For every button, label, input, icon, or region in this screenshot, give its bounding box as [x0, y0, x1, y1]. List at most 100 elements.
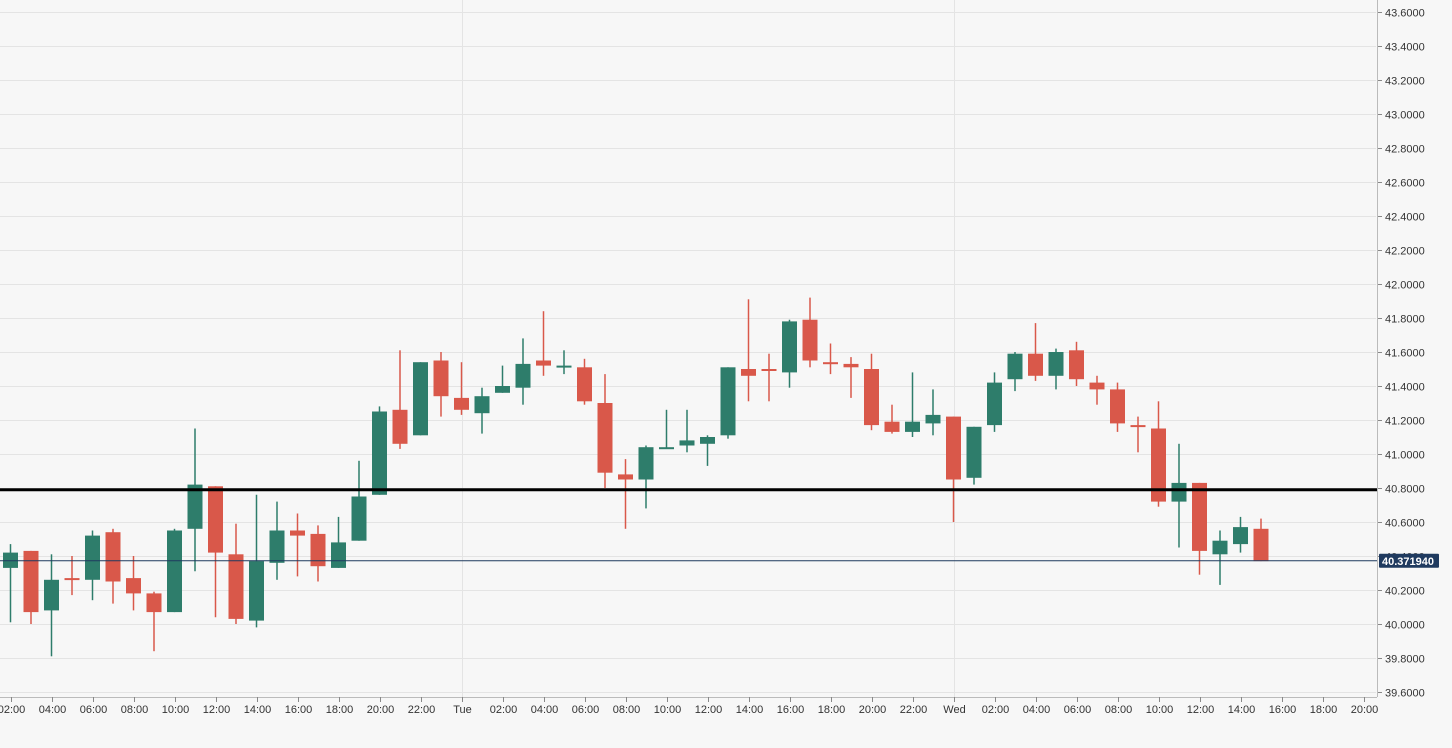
candle-down[interactable]: [1110, 382, 1125, 432]
candle-body: [228, 554, 244, 619]
candle-up[interactable]: [187, 428, 203, 572]
x-tick-label: 12:00: [1187, 704, 1215, 716]
candle-down[interactable]: [864, 353, 879, 431]
candle-up[interactable]: [679, 409, 695, 453]
candle-down[interactable]: [577, 358, 592, 405]
candle-up[interactable]: [495, 365, 510, 393]
candle-down[interactable]: [208, 486, 223, 618]
candle-up[interactable]: [351, 460, 367, 541]
x-tick-label: Wed: [943, 704, 965, 716]
candle-down[interactable]: [843, 357, 859, 398]
candle-down[interactable]: [618, 459, 633, 529]
y-tick-label: 42.6000: [1385, 178, 1425, 190]
x-tick-label: 18:00: [1310, 704, 1338, 716]
candle-down[interactable]: [454, 362, 469, 415]
candle-up[interactable]: [720, 367, 736, 439]
candle-down[interactable]: [392, 350, 408, 449]
y-tick-label: 40.0000: [1385, 620, 1425, 632]
candle-down[interactable]: [1069, 341, 1084, 386]
candle-down[interactable]: [1130, 416, 1146, 453]
candle-body: [433, 360, 449, 397]
candle-up[interactable]: [782, 319, 797, 388]
x-tick-label: 02:00: [0, 704, 25, 716]
candle-down[interactable]: [761, 353, 777, 402]
candle-body: [659, 447, 674, 450]
candle-body: [495, 386, 510, 393]
x-tick-label: Tue: [453, 704, 472, 716]
candle-up[interactable]: [966, 426, 982, 485]
candle-down[interactable]: [105, 528, 121, 604]
candle-down[interactable]: [884, 404, 900, 434]
candle-down[interactable]: [597, 374, 613, 488]
candle-up[interactable]: [372, 406, 387, 495]
x-tick-label: 06:00: [80, 704, 108, 716]
candle-up[interactable]: [85, 530, 100, 601]
candle-body: [1253, 528, 1269, 562]
candle-up[interactable]: [269, 501, 285, 580]
candle-up[interactable]: [1233, 516, 1248, 553]
candle-down[interactable]: [946, 416, 961, 522]
candle-down[interactable]: [146, 591, 162, 652]
x-tick-label: 16:00: [285, 704, 313, 716]
candle-up[interactable]: [331, 516, 346, 568]
candle-body: [187, 484, 203, 529]
candle-down[interactable]: [1089, 375, 1105, 405]
candle-up[interactable]: [474, 387, 490, 434]
candle-down[interactable]: [433, 352, 449, 417]
y-tick-label: 40.8000: [1385, 484, 1425, 496]
candle-up[interactable]: [1048, 348, 1064, 390]
candle-down[interactable]: [823, 343, 838, 375]
candle-up[interactable]: [1212, 530, 1228, 585]
candle-down[interactable]: [1253, 518, 1269, 562]
candle-body: [454, 397, 469, 410]
candle-down[interactable]: [1028, 323, 1043, 381]
candle-body: [208, 486, 223, 553]
candle-down[interactable]: [228, 523, 244, 624]
candle-up[interactable]: [659, 409, 674, 450]
candle-body: [146, 593, 162, 613]
candle-up[interactable]: [1171, 443, 1187, 548]
candle-up[interactable]: [1007, 352, 1023, 392]
candle-down[interactable]: [126, 556, 141, 611]
candle-up[interactable]: [44, 554, 59, 657]
candle-down[interactable]: [310, 525, 326, 582]
candle-body: [679, 440, 695, 446]
candle-up[interactable]: [925, 389, 941, 436]
x-tick-label: 16:00: [777, 704, 805, 716]
y-tick-label: 43.2000: [1385, 76, 1425, 88]
y-tick-label: 43.4000: [1385, 42, 1425, 54]
candle-body: [1089, 382, 1105, 390]
candle-down[interactable]: [536, 311, 551, 376]
candle-body: [782, 321, 797, 373]
x-tick-label: 04:00: [531, 704, 559, 716]
y-axis: 39.600039.800040.000040.200040.400040.60…: [1377, 0, 1425, 700]
y-tick-label: 42.2000: [1385, 246, 1425, 258]
candle-up[interactable]: [556, 350, 572, 375]
candle-body: [864, 369, 879, 426]
candle-up[interactable]: [905, 372, 920, 437]
candle-body: [331, 542, 346, 568]
candle-down[interactable]: [23, 550, 39, 624]
x-tick-label: 04:00: [1023, 704, 1051, 716]
x-tick-label: 18:00: [818, 704, 846, 716]
y-tick-label: 39.6000: [1385, 688, 1425, 700]
candle-down[interactable]: [1192, 482, 1207, 575]
candle-down[interactable]: [741, 299, 756, 402]
candle-up[interactable]: [638, 445, 654, 509]
candle-body: [987, 382, 1002, 426]
candle-up[interactable]: [413, 362, 428, 436]
candle-body: [1171, 482, 1187, 502]
candle-up[interactable]: [515, 338, 531, 405]
candle-down[interactable]: [802, 297, 818, 368]
candle-body: [536, 360, 551, 366]
candle-down[interactable]: [290, 513, 305, 577]
candle-up[interactable]: [3, 544, 18, 623]
x-axis: 02:00 04:00 06:00 08:00 10:00 12:00 14:00 16:00…: [0, 697, 1378, 716]
candle-up[interactable]: [700, 435, 715, 466]
candle-body: [413, 362, 428, 436]
candle-up[interactable]: [167, 528, 182, 613]
candle-up[interactable]: [987, 372, 1002, 432]
candle-down[interactable]: [64, 556, 80, 596]
